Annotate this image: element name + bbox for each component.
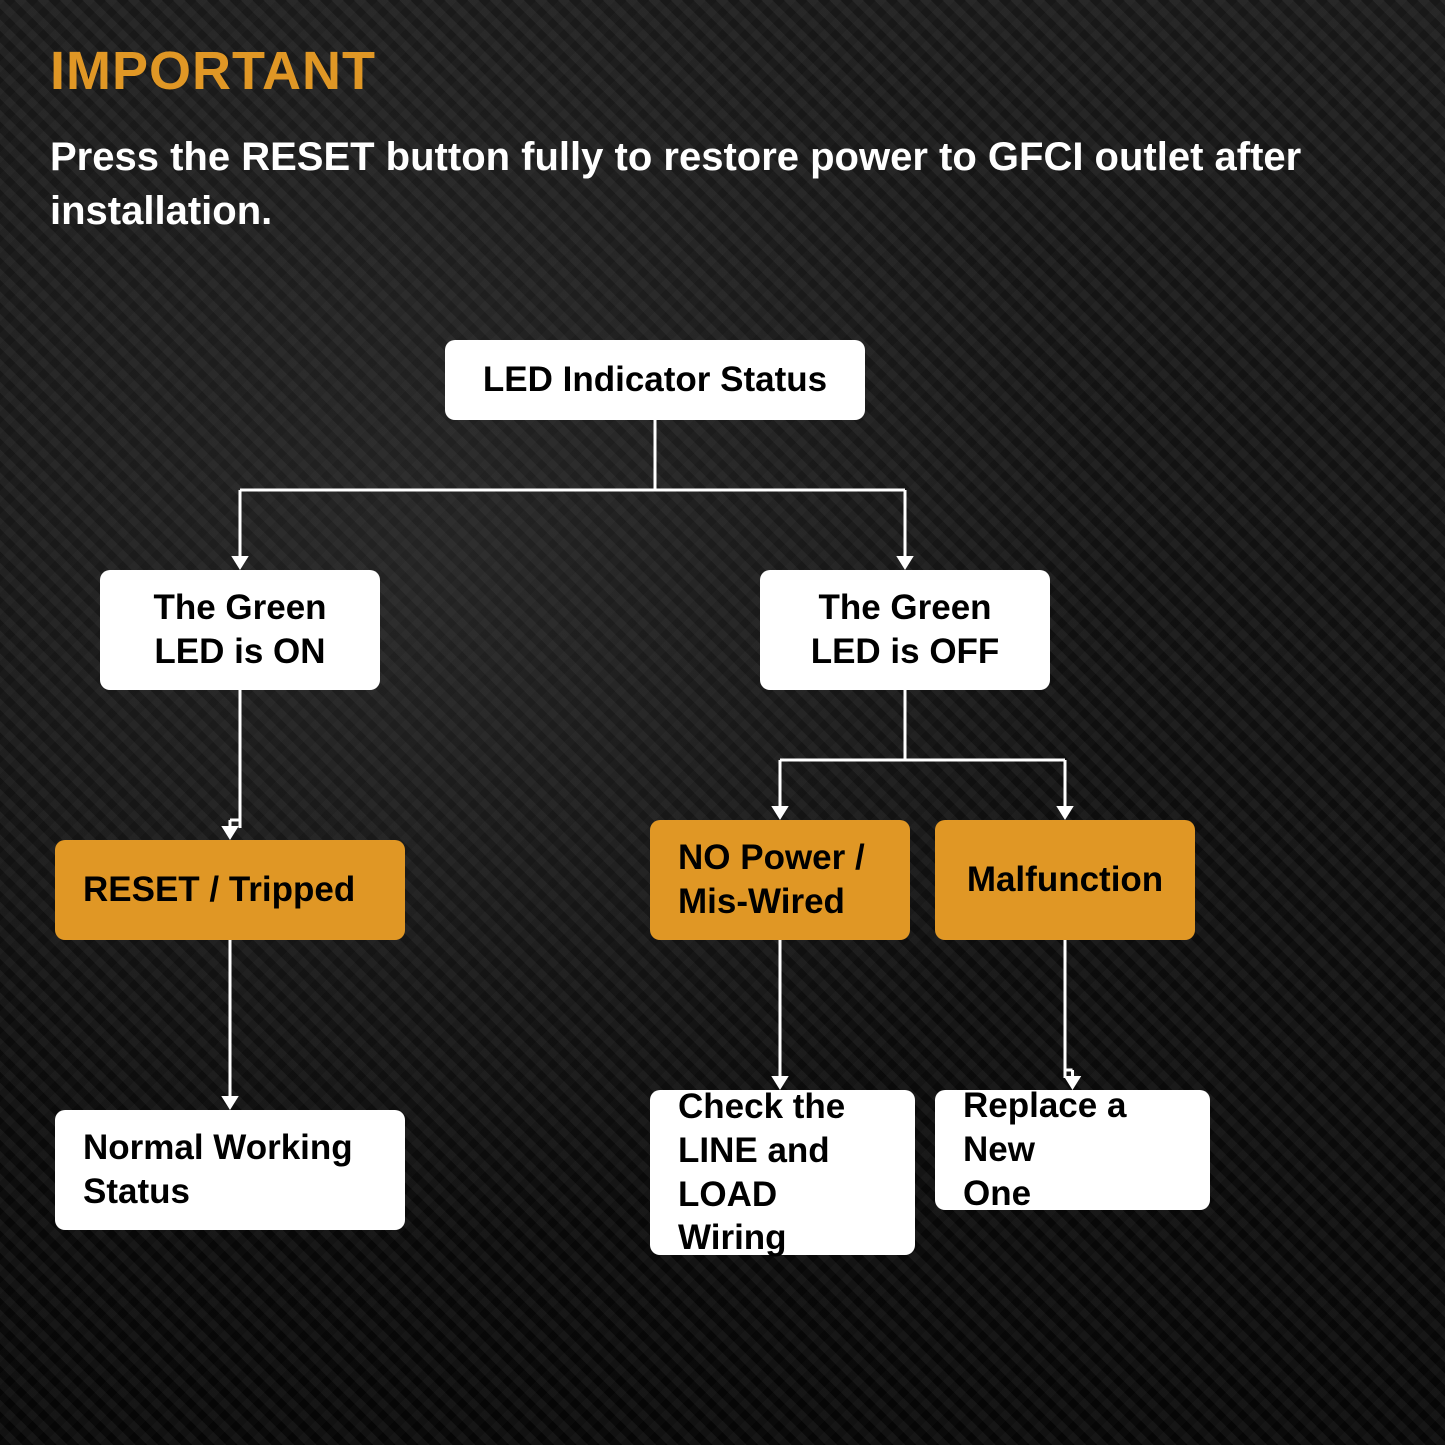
flow-node-off: The GreenLED is OFF: [760, 570, 1050, 690]
flow-node-label: Normal WorkingStatus: [83, 1126, 353, 1214]
page-title: IMPORTANT: [50, 40, 1400, 102]
flow-node-label: Check theLINE and LOADWiring: [678, 1085, 887, 1260]
flow-node-label: LED Indicator Status: [483, 358, 827, 402]
flow-node-on: The GreenLED is ON: [100, 570, 380, 690]
flow-node-check: Check theLINE and LOADWiring: [650, 1090, 915, 1255]
flow-node-reset: RESET / Tripped: [55, 840, 405, 940]
flow-node-root: LED Indicator Status: [445, 340, 865, 420]
flow-node-label: Replace a NewOne: [963, 1084, 1182, 1215]
page-subtitle: Press the RESET button fully to restore …: [50, 130, 1400, 238]
flow-node-label: The GreenLED is OFF: [811, 586, 1000, 674]
flow-node-nopower: NO Power /Mis-Wired: [650, 820, 910, 940]
flow-node-normal: Normal WorkingStatus: [55, 1110, 405, 1230]
flow-node-label: NO Power /Mis-Wired: [678, 836, 865, 924]
flowchart-container: LED Indicator Status The GreenLED is ON Th…: [0, 320, 1445, 1420]
flow-node-label: The GreenLED is ON: [153, 586, 326, 674]
flow-node-label: Malfunction: [967, 858, 1163, 902]
header-block: IMPORTANT Press the RESET button fully t…: [50, 40, 1400, 238]
flow-node-replace: Replace a NewOne: [935, 1090, 1210, 1210]
flow-node-malf: Malfunction: [935, 820, 1195, 940]
flow-node-label: RESET / Tripped: [83, 868, 355, 912]
